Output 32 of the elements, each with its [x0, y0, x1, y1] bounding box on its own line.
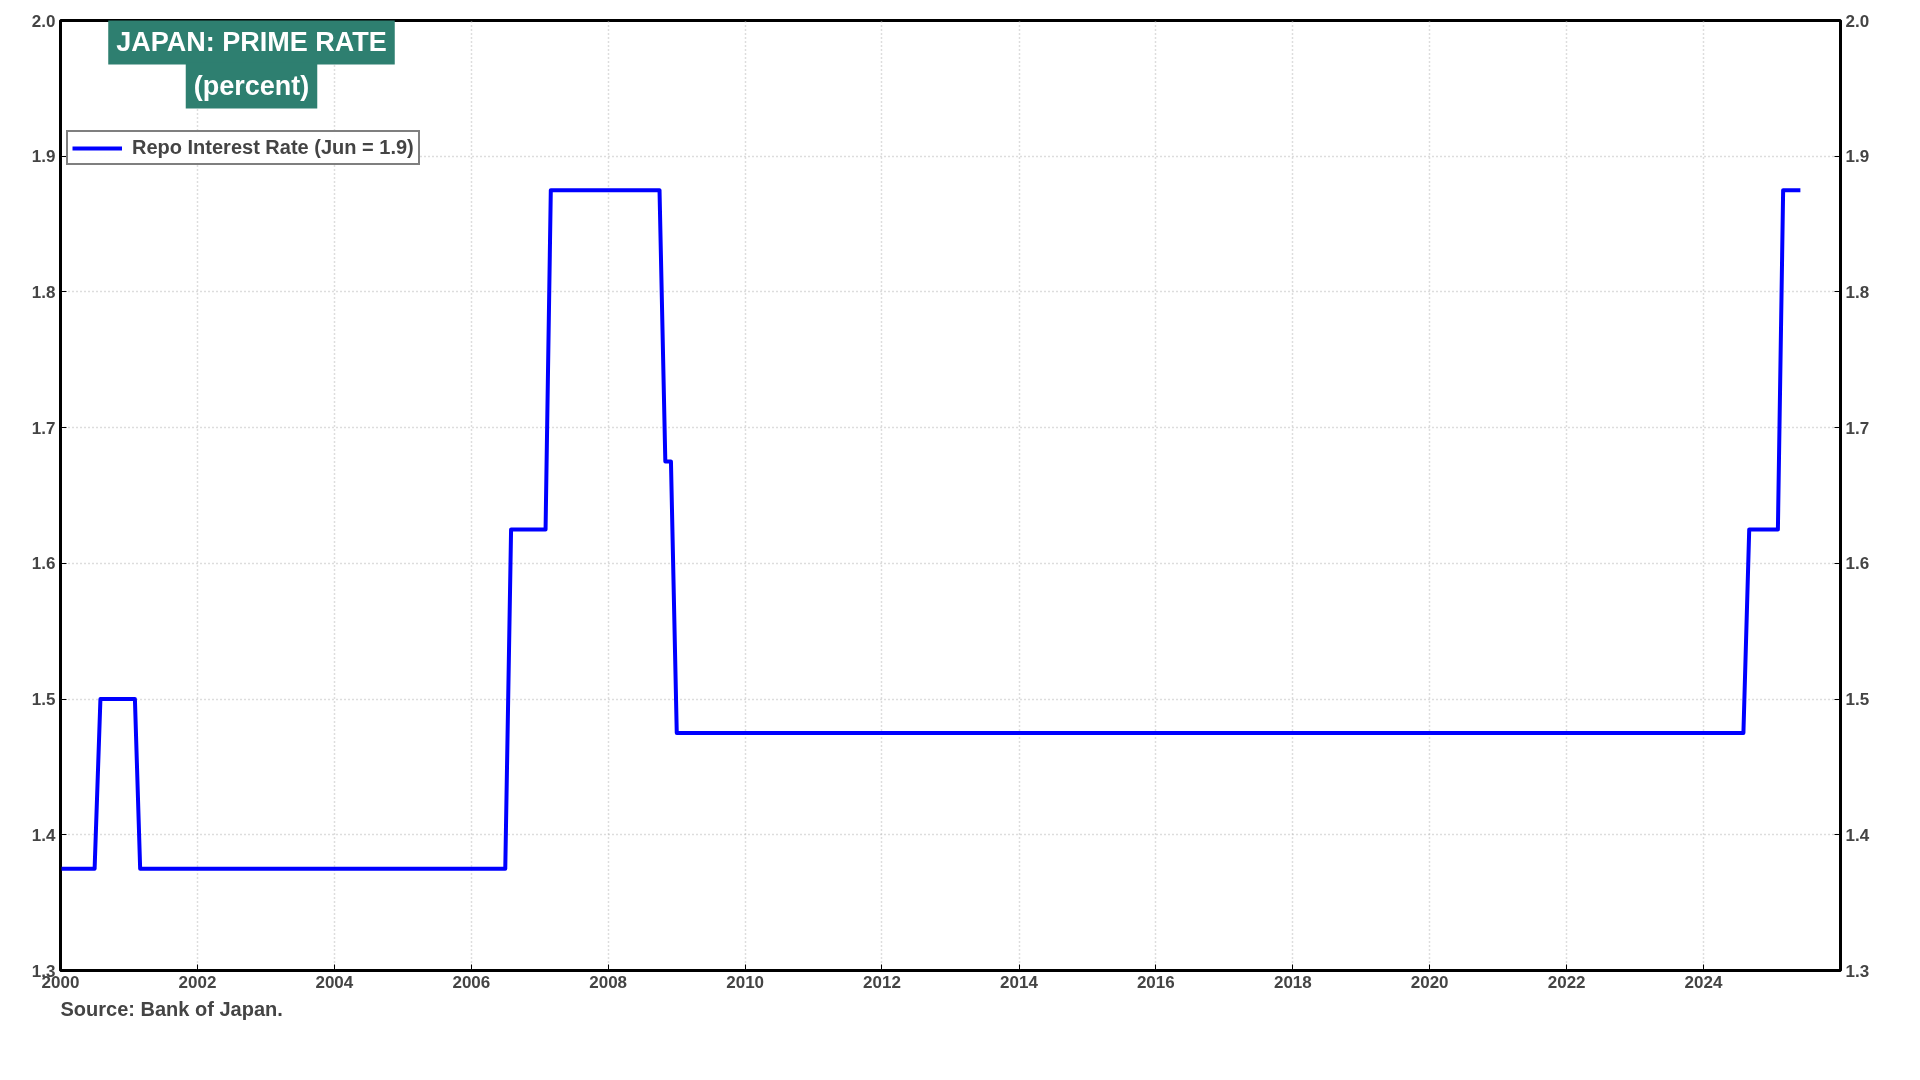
x-tick-label: 2006: [452, 972, 491, 992]
x-tick-label: 2004: [315, 972, 354, 992]
y-tick-label: 1.7: [31, 418, 56, 438]
y2-tick-label: 1.3: [1845, 961, 1870, 981]
y2-tick-label: 1.8: [1845, 282, 1870, 302]
y2-tick-label: 1.9: [1845, 147, 1870, 167]
y2-tick-label: 1.5: [1845, 690, 1870, 710]
text: (percent): [193, 70, 310, 101]
y2-tick-label: 1.7: [1845, 418, 1870, 438]
y-tick-label: 1.6: [31, 554, 56, 574]
x-tick-label: 2022: [1547, 972, 1586, 992]
y-tick-label: 1.5: [31, 690, 56, 710]
line-series: [60, 188, 1803, 871]
x-tick-label: 2024: [1684, 972, 1723, 992]
y-tick-label: 1.8: [31, 282, 56, 302]
x-tick-label: 2018: [1273, 972, 1312, 992]
y-tick-label: 1.9: [31, 147, 56, 167]
y2-tick-label: 1.6: [1845, 554, 1870, 574]
chart-title: JAPAN: PRIME RATE: [116, 26, 387, 57]
x-tick-label: 2008: [589, 972, 628, 992]
y2-tick-label: 2.0: [1845, 11, 1870, 31]
y2-tick-label: 1.4: [1845, 825, 1870, 845]
x-tick-label: 2016: [1136, 972, 1175, 992]
y-tick-label: 1.4: [31, 825, 57, 845]
x-tick-label: 2012: [863, 972, 901, 992]
x-tick-label: 2014: [1000, 972, 1039, 992]
x-tick-label: 2020: [1410, 972, 1449, 992]
x-tick-label: 2010: [726, 972, 765, 992]
y-tick-label: 2.0: [31, 11, 56, 31]
legend-label: Repo Interest Rate (Jun = 1.9): [132, 136, 414, 159]
x-tick-label: 2002: [178, 972, 217, 992]
source-note: Source: Bank of Japan.: [60, 997, 283, 1020]
